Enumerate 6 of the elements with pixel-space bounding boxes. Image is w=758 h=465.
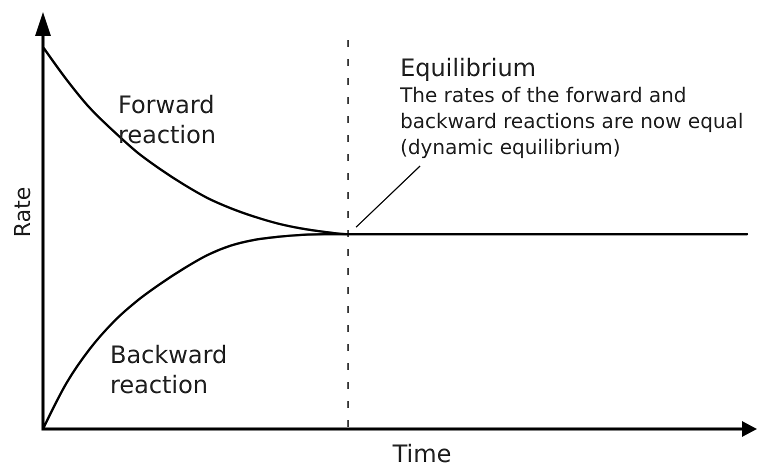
y-axis-title: Rate [11, 186, 36, 238]
x-axis-title: Time [392, 440, 452, 465]
annotation: Equilibrium [400, 54, 536, 82]
series-label: Backward reaction [110, 341, 228, 399]
series-label: Forward reaction [118, 91, 216, 149]
annotation: The rates of the forward and backward reactions are now equal (dynamic equilibrium) [399, 83, 744, 159]
